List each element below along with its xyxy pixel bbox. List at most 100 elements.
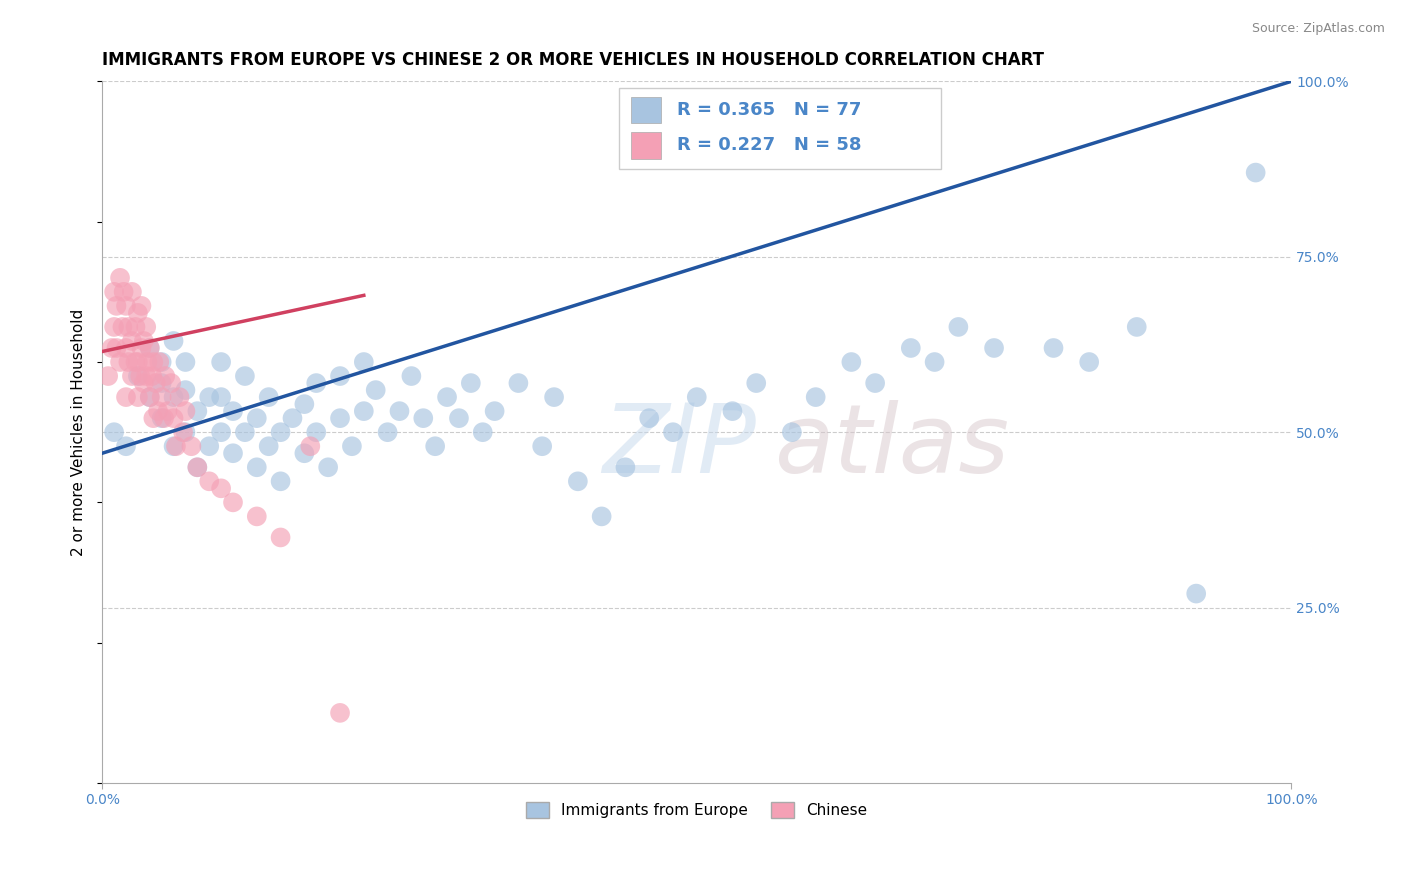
Point: [139, 341, 162, 355]
Point: [135, 369, 157, 384]
Point: [198, 390, 221, 404]
Point: [174, 404, 197, 418]
Point: [983, 341, 1005, 355]
Point: [127, 369, 149, 384]
Point: [270, 531, 292, 545]
Point: [900, 341, 922, 355]
Point: [686, 390, 709, 404]
Point: [103, 425, 125, 440]
Point: [233, 425, 256, 440]
Y-axis label: 2 or more Vehicles in Household: 2 or more Vehicles in Household: [72, 309, 86, 556]
Point: [460, 376, 482, 390]
Point: [129, 369, 152, 384]
Point: [142, 355, 165, 369]
Point: [198, 439, 221, 453]
Point: [1244, 165, 1267, 179]
Point: [135, 320, 157, 334]
Point: [364, 383, 387, 397]
Point: [257, 439, 280, 453]
Point: [804, 390, 827, 404]
Text: atlas: atlas: [775, 400, 1010, 492]
Point: [131, 299, 153, 313]
Point: [117, 355, 139, 369]
Point: [150, 376, 173, 390]
Point: [270, 475, 292, 489]
Point: [136, 355, 159, 369]
Point: [103, 320, 125, 334]
Point: [162, 439, 184, 453]
Point: [112, 285, 135, 299]
Point: [401, 369, 423, 384]
Point: [132, 376, 155, 390]
Point: [246, 411, 269, 425]
Point: [150, 390, 173, 404]
Point: [198, 475, 221, 489]
Point: [270, 425, 292, 440]
Point: [948, 320, 970, 334]
Point: [139, 341, 162, 355]
Point: [124, 320, 146, 334]
Point: [162, 411, 184, 425]
Point: [257, 390, 280, 404]
Point: [121, 369, 143, 384]
Point: [292, 397, 315, 411]
Point: [222, 495, 245, 509]
Point: [148, 355, 170, 369]
Point: [139, 390, 162, 404]
Text: Source: ZipAtlas.com: Source: ZipAtlas.com: [1251, 22, 1385, 36]
Point: [103, 285, 125, 299]
Point: [281, 411, 304, 425]
Point: [115, 439, 138, 453]
Point: [780, 425, 803, 440]
Text: IMMIGRANTS FROM EUROPE VS CHINESE 2 OR MORE VEHICLES IN HOUSEHOLD CORRELATION CH: IMMIGRANTS FROM EUROPE VS CHINESE 2 OR M…: [103, 51, 1045, 69]
Text: ZIP: ZIP: [602, 400, 755, 492]
Point: [165, 439, 187, 453]
FancyBboxPatch shape: [631, 97, 661, 123]
Point: [863, 376, 886, 390]
Point: [209, 355, 232, 369]
Point: [233, 369, 256, 384]
FancyBboxPatch shape: [620, 88, 941, 169]
Point: [160, 376, 183, 390]
Point: [111, 320, 134, 334]
Point: [329, 706, 352, 720]
Point: [329, 369, 352, 384]
Point: [329, 411, 352, 425]
Point: [377, 425, 399, 440]
Point: [172, 425, 194, 440]
Point: [471, 425, 494, 440]
Point: [115, 390, 138, 404]
Point: [145, 376, 167, 390]
Point: [156, 404, 179, 418]
Point: [169, 390, 191, 404]
FancyBboxPatch shape: [631, 132, 661, 159]
Point: [246, 509, 269, 524]
Point: [131, 341, 153, 355]
Point: [222, 404, 245, 418]
Point: [1042, 341, 1064, 355]
Point: [117, 320, 139, 334]
Point: [97, 369, 120, 384]
Point: [108, 270, 131, 285]
Point: [209, 481, 232, 495]
Point: [508, 376, 530, 390]
Point: [141, 369, 163, 384]
Point: [155, 369, 177, 384]
Text: R = 0.227   N = 58: R = 0.227 N = 58: [676, 136, 860, 154]
Point: [142, 411, 165, 425]
Point: [924, 355, 946, 369]
Point: [209, 425, 232, 440]
Point: [388, 404, 411, 418]
Point: [105, 341, 128, 355]
Point: [222, 446, 245, 460]
Point: [745, 376, 768, 390]
Point: [105, 299, 128, 313]
Legend: Immigrants from Europe, Chinese: Immigrants from Europe, Chinese: [520, 797, 873, 824]
Point: [1125, 320, 1147, 334]
Point: [292, 446, 315, 460]
Point: [115, 299, 138, 313]
Point: [305, 425, 328, 440]
Point: [721, 404, 744, 418]
Point: [180, 439, 202, 453]
Point: [340, 439, 363, 453]
